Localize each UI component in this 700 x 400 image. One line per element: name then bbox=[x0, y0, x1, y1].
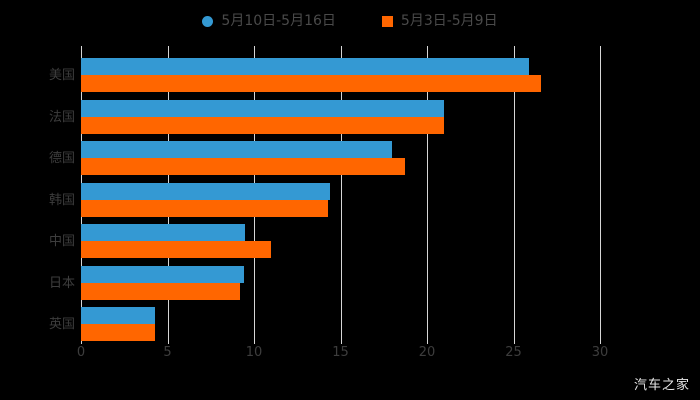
x-axis-tick bbox=[600, 338, 601, 344]
x-axis-tick-label: 30 bbox=[591, 345, 609, 360]
bar-series-1[interactable] bbox=[81, 182, 331, 200]
legend-label-series-1: 5月10日-5月16日 bbox=[221, 13, 336, 29]
legend-label-series-2: 5月3日-5月9日 bbox=[400, 13, 498, 29]
bar-group bbox=[81, 141, 600, 175]
square-marker-icon bbox=[381, 15, 393, 27]
x-axis-tick bbox=[340, 338, 342, 344]
y-axis-label: 韩国 bbox=[48, 192, 75, 208]
bar-series-1[interactable] bbox=[81, 58, 530, 75]
bar-series-2[interactable] bbox=[81, 75, 542, 92]
y-axis-label: 美国 bbox=[48, 68, 75, 83]
x-axis-tick bbox=[81, 338, 82, 344]
bar-group bbox=[81, 58, 600, 92]
bar-series-2[interactable] bbox=[81, 282, 241, 300]
y-axis-label: 日本 bbox=[48, 275, 75, 291]
bar-group bbox=[81, 265, 600, 300]
x-axis-tick-label: 15 bbox=[332, 345, 349, 360]
bar-group bbox=[81, 224, 600, 258]
bar-series-1[interactable] bbox=[81, 307, 156, 324]
x-axis-tick-label: 20 bbox=[418, 345, 436, 360]
bar-series-2[interactable] bbox=[81, 116, 445, 134]
x-axis-tick-label: 5 bbox=[163, 345, 172, 360]
bar-series-1[interactable] bbox=[81, 99, 445, 117]
gridline bbox=[600, 46, 601, 338]
plot-area: 0 5 10 15 20 25 30 bbox=[77, 46, 608, 359]
x-axis-tick bbox=[513, 338, 515, 344]
legend-entry-series-1[interactable]: 5月10日-5月16日 bbox=[202, 14, 336, 28]
bar-series-1[interactable] bbox=[81, 224, 246, 241]
y-axis-label: 英国 bbox=[48, 317, 75, 332]
x-axis-tick bbox=[254, 338, 255, 344]
bar-group bbox=[81, 182, 600, 217]
bar-series-1[interactable] bbox=[81, 141, 393, 158]
y-axis-label: 法国 bbox=[48, 109, 75, 125]
x-axis-tick-label: 25 bbox=[505, 345, 522, 360]
bar-series-2[interactable] bbox=[81, 158, 405, 175]
bar-series-2[interactable] bbox=[81, 241, 272, 258]
chart-legend: 5月10日-5月16日 5月3日-5月9日 bbox=[0, 8, 700, 34]
watermark: 汽车之家 bbox=[633, 378, 690, 393]
circle-marker-icon bbox=[202, 15, 214, 27]
y-axis-label: 德国 bbox=[48, 151, 75, 166]
legend-entry-series-2[interactable]: 5月3日-5月9日 bbox=[381, 13, 498, 29]
bar-group bbox=[81, 307, 600, 341]
x-axis-tick bbox=[167, 338, 169, 344]
gridline bbox=[427, 46, 428, 338]
bar-series-1[interactable] bbox=[81, 265, 244, 283]
gridline bbox=[513, 46, 515, 338]
gridline bbox=[340, 46, 342, 338]
bar-series-2[interactable] bbox=[81, 199, 329, 217]
x-axis-tick-label: 10 bbox=[245, 345, 263, 360]
bar-series-2[interactable] bbox=[81, 324, 156, 341]
x-axis-tick bbox=[427, 338, 428, 344]
bar-group bbox=[81, 99, 600, 134]
y-axis-label: 中国 bbox=[48, 234, 75, 249]
x-axis-tick-label: 0 bbox=[76, 345, 86, 360]
